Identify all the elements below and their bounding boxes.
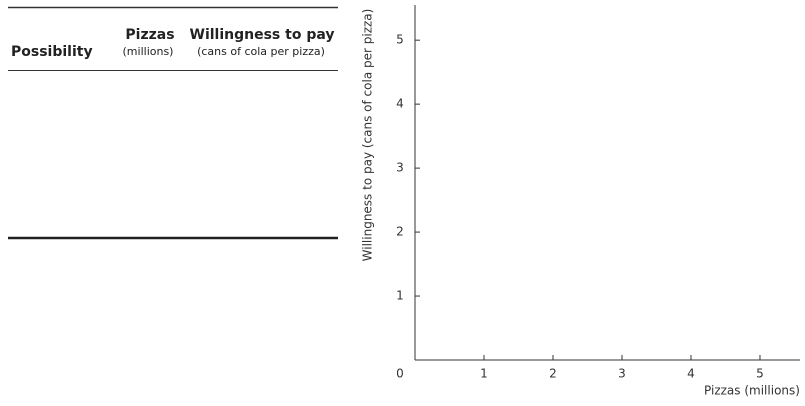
y-tick-label: 4 [396,97,404,111]
y-tick-label: 5 [396,33,404,47]
y-axis-label: Willingness to pay (cans of cola per piz… [361,9,375,262]
x-tick-label: 2 [549,367,557,381]
x-tick-label: 3 [618,367,626,381]
column-title: Possibility [11,44,93,60]
x-tick-label: 5 [756,367,764,381]
column-title: Willingness to pay [190,27,335,43]
x-tick-label: 1 [480,367,488,381]
y-tick-label: 2 [396,225,404,239]
column-subtitle: (cans of cola per pizza) [197,45,325,58]
x-tick-label: 0 [396,367,404,381]
chart: Pizzas (millions) Willingness to pay (ca… [361,5,800,398]
column-subtitle: (millions) [123,45,174,58]
table: Possibility Pizzas (millions) Willingnes… [8,6,338,240]
column-title: Pizzas [125,27,174,43]
x-axis-label: Pizzas (millions) [704,384,800,398]
x-tick-label: 4 [687,367,695,381]
y-tick-label: 3 [396,161,404,175]
y-tick-label: 1 [396,289,404,303]
